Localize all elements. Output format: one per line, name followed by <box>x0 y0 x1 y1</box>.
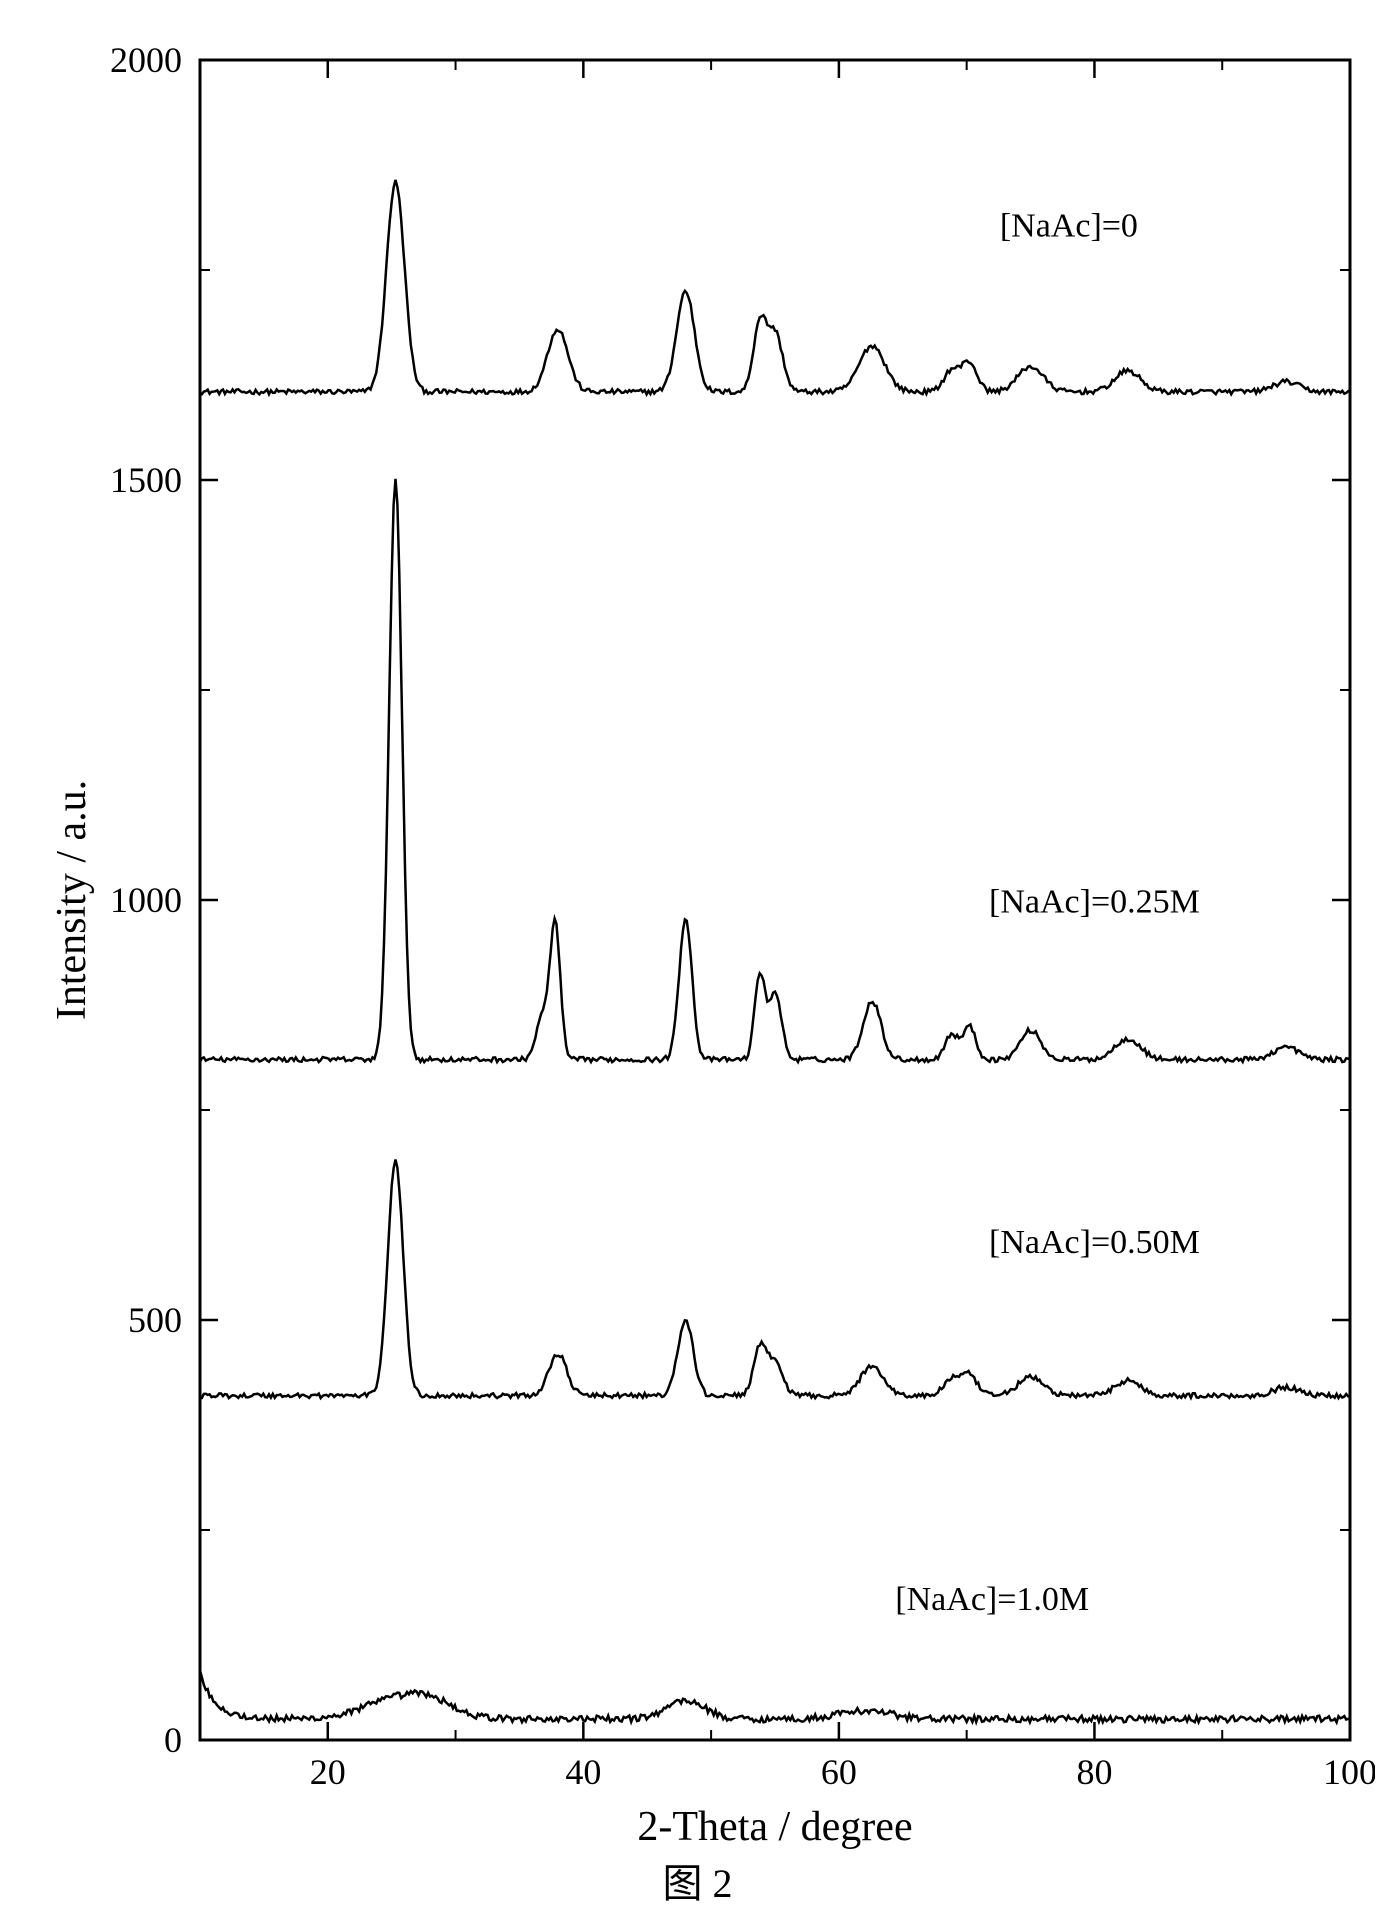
xrd-trace <box>200 479 1350 1062</box>
svg-text:Intensity / a.u.: Intensity / a.u. <box>49 780 95 1020</box>
series-label: [NaAc]=0 <box>1000 207 1138 244</box>
svg-text:60: 60 <box>821 1752 857 1792</box>
series-label: [NaAc]=0.25M <box>989 884 1200 921</box>
svg-text:80: 80 <box>1076 1752 1112 1792</box>
svg-text:500: 500 <box>128 1300 182 1340</box>
xrd-trace <box>200 180 1350 394</box>
svg-text:20: 20 <box>310 1752 346 1792</box>
svg-text:1000: 1000 <box>110 880 182 920</box>
svg-text:40: 40 <box>565 1752 601 1792</box>
chart-svg: 2040608010005001000150020002-Theta / deg… <box>20 20 1375 1907</box>
xrd-trace <box>200 1670 1350 1722</box>
xrd-chart: 2040608010005001000150020002-Theta / deg… <box>20 20 1375 1907</box>
svg-text:100: 100 <box>1323 1752 1375 1792</box>
svg-text:2000: 2000 <box>110 40 182 80</box>
figure-caption: 图 2 <box>663 1861 733 1906</box>
svg-text:0: 0 <box>164 1720 182 1760</box>
svg-text:2-Theta / degree: 2-Theta / degree <box>637 1804 912 1850</box>
svg-text:1500: 1500 <box>110 460 182 500</box>
series-label: [NaAc]=0.50M <box>989 1224 1200 1261</box>
xrd-trace <box>200 1160 1350 1399</box>
series-label: [NaAc]=1.0M <box>895 1581 1089 1618</box>
